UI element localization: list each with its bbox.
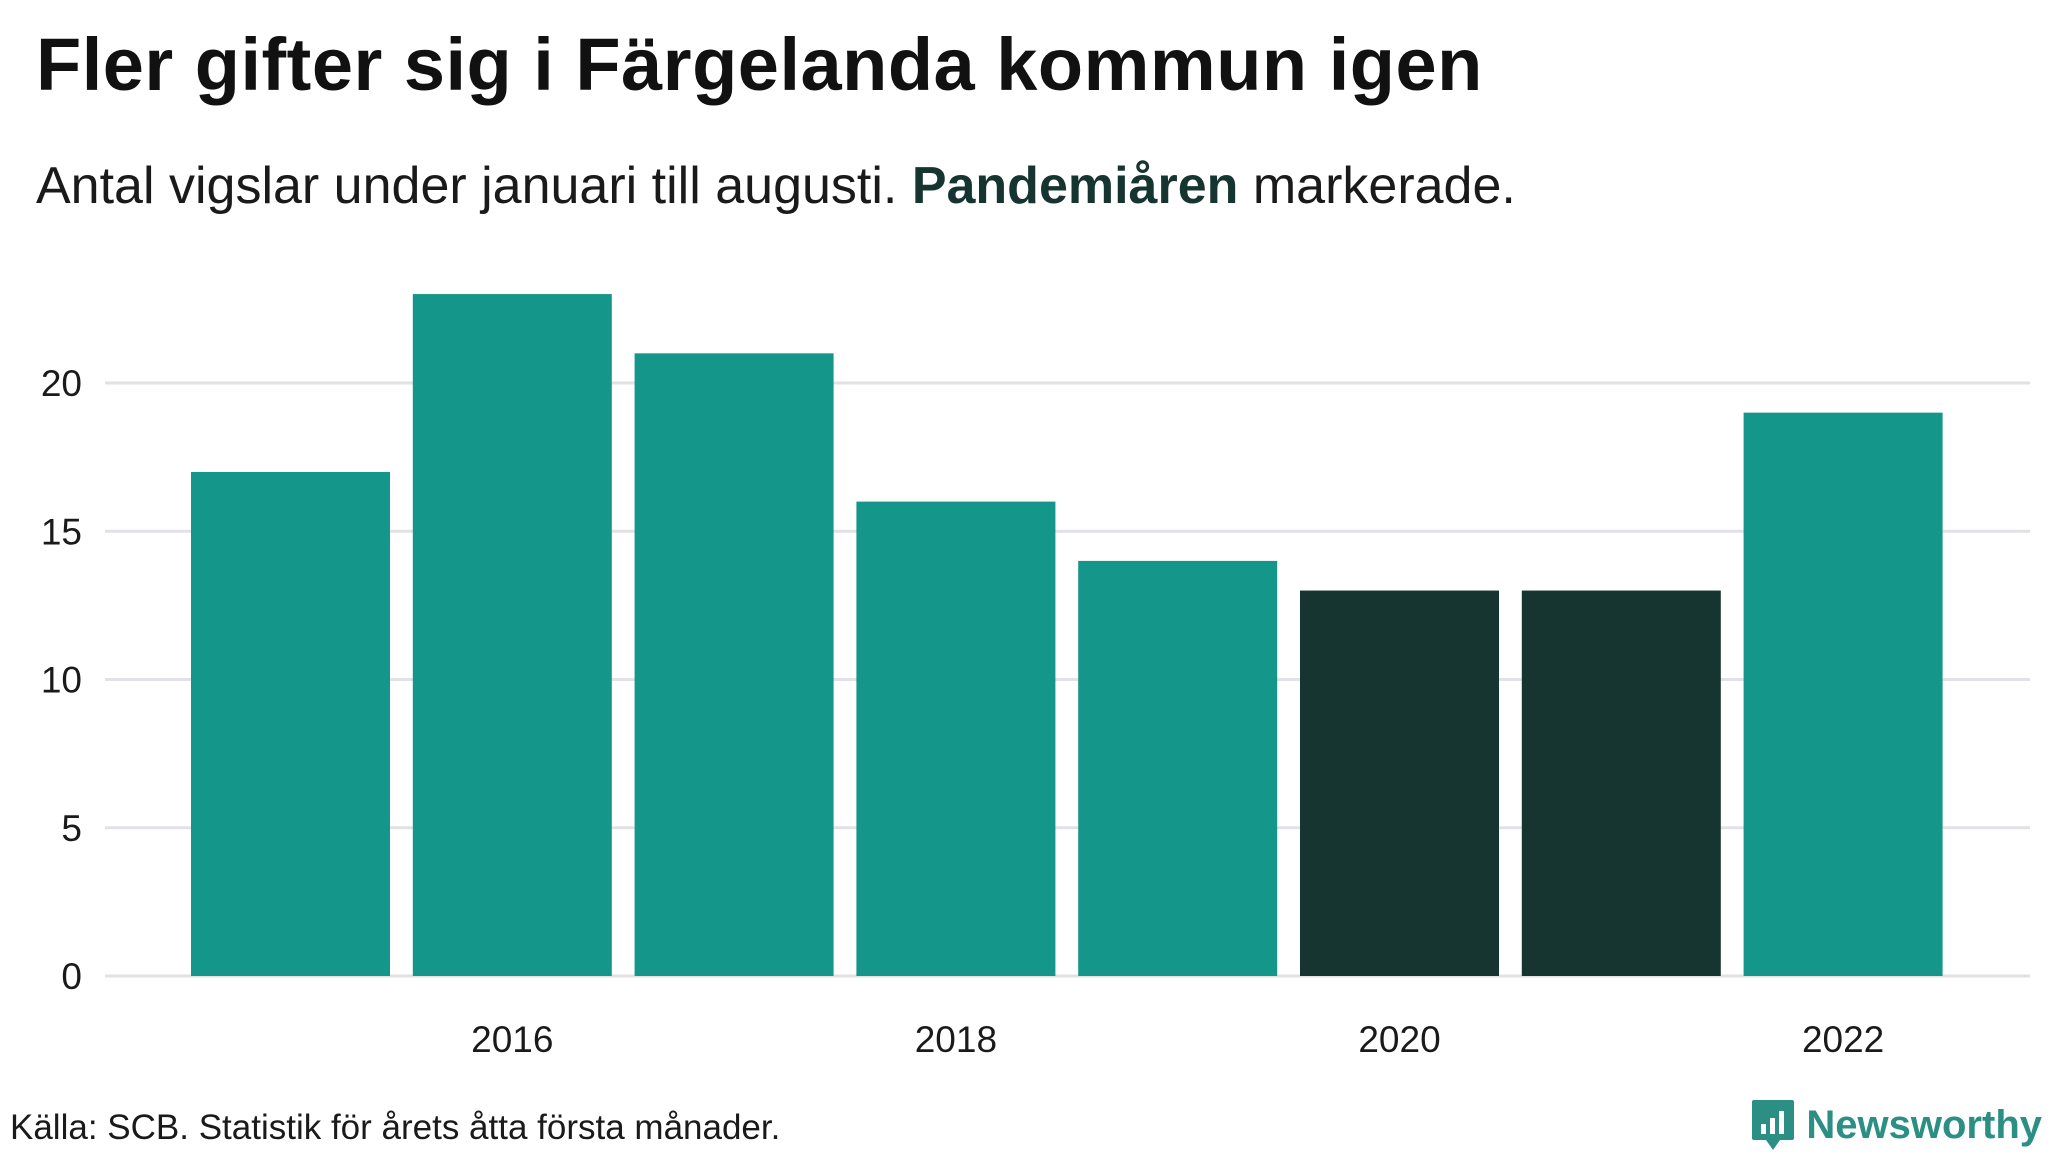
- x-tick-label: 2016: [471, 1019, 553, 1060]
- chart-subtitle: Antal vigslar under januari till augusti…: [36, 156, 1516, 216]
- subtitle-text-end: markerade.: [1252, 157, 1516, 215]
- y-tick-label: 10: [41, 660, 82, 701]
- bar-2015: [191, 471, 390, 976]
- bar-2019: [1078, 560, 1278, 976]
- y-tick-label: 20: [41, 363, 82, 404]
- newsworthy-logo-icon: [1752, 1100, 1795, 1150]
- y-tick-label: 5: [61, 808, 82, 849]
- x-tick-label: 2018: [915, 1019, 997, 1060]
- bar-2018: [856, 501, 1056, 976]
- brand-name: Newsworthy: [1806, 1102, 2042, 1147]
- x-tick-label: 2022: [1802, 1019, 1884, 1060]
- chart-title: Fler gifter sig i Färgelanda kommun igen: [36, 23, 1483, 106]
- bar-2016: [412, 294, 612, 976]
- bar-chart: 0 5 10 15 20 2016 2018 2020 2022: [41, 294, 2030, 1060]
- subtitle-text: Antal vigslar under januari till augusti…: [36, 157, 898, 215]
- subtitle-highlight: Pandemiåren: [911, 157, 1239, 215]
- bar-2017: [634, 353, 834, 977]
- bar-2020: [1300, 590, 1499, 976]
- y-tick-label: 0: [61, 956, 82, 997]
- y-tick-label: 15: [41, 511, 82, 552]
- bars: [191, 294, 1943, 977]
- y-axis-labels: 0 5 10 15 20: [41, 363, 82, 997]
- brand-logo: Newsworthy: [1750, 1098, 2042, 1152]
- x-axis-labels: 2016 2018 2020 2022: [471, 1019, 1884, 1060]
- bar-2021: [1521, 590, 1721, 976]
- grid-lines: [105, 381, 2030, 978]
- bar-2022: [1743, 412, 1943, 976]
- source-note: Källa: SCB. Statistik för årets åtta för…: [10, 1108, 781, 1147]
- x-tick-label: 2020: [1358, 1019, 1440, 1060]
